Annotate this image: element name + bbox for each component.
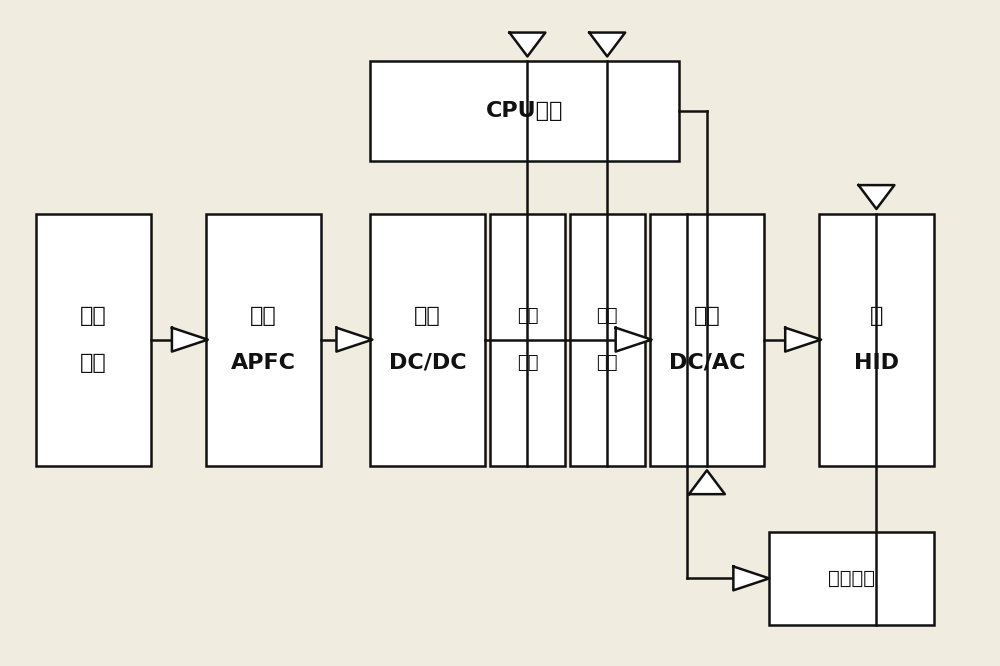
Bar	[570, 214, 645, 466]
Bar	[490, 214, 565, 466]
Text: 二级触发: 二级触发	[828, 569, 875, 588]
Text: 输入: 输入	[80, 353, 107, 373]
Bar	[370, 214, 485, 466]
Text: DC/DC: DC/DC	[389, 353, 467, 373]
Polygon shape	[509, 33, 545, 57]
Bar	[650, 214, 764, 466]
Text: 变换: 变换	[414, 306, 441, 326]
Polygon shape	[785, 328, 821, 352]
Polygon shape	[172, 328, 208, 352]
Text: DC/AC: DC/AC	[669, 353, 745, 373]
Text: 采样: 采样	[517, 308, 538, 326]
Polygon shape	[859, 185, 894, 209]
Text: HID: HID	[854, 353, 899, 373]
Text: 电流: 电流	[517, 354, 538, 372]
Text: 电路: 电路	[80, 306, 107, 326]
Text: 电路: 电路	[250, 306, 277, 326]
Bar	[36, 214, 151, 466]
Bar	[819, 214, 934, 466]
Text: 电压: 电压	[596, 354, 618, 372]
Polygon shape	[733, 567, 769, 590]
Polygon shape	[336, 328, 372, 352]
Bar	[769, 532, 934, 625]
Bar	[370, 61, 679, 161]
Polygon shape	[616, 328, 652, 352]
Polygon shape	[589, 33, 625, 57]
Bar	[206, 214, 320, 466]
Text: 采样: 采样	[596, 308, 618, 326]
Polygon shape	[689, 470, 725, 494]
Text: 灯: 灯	[870, 306, 883, 326]
Text: CPU控制: CPU控制	[486, 101, 564, 121]
Text: APFC: APFC	[231, 353, 296, 373]
Text: 逆变: 逆变	[694, 306, 720, 326]
